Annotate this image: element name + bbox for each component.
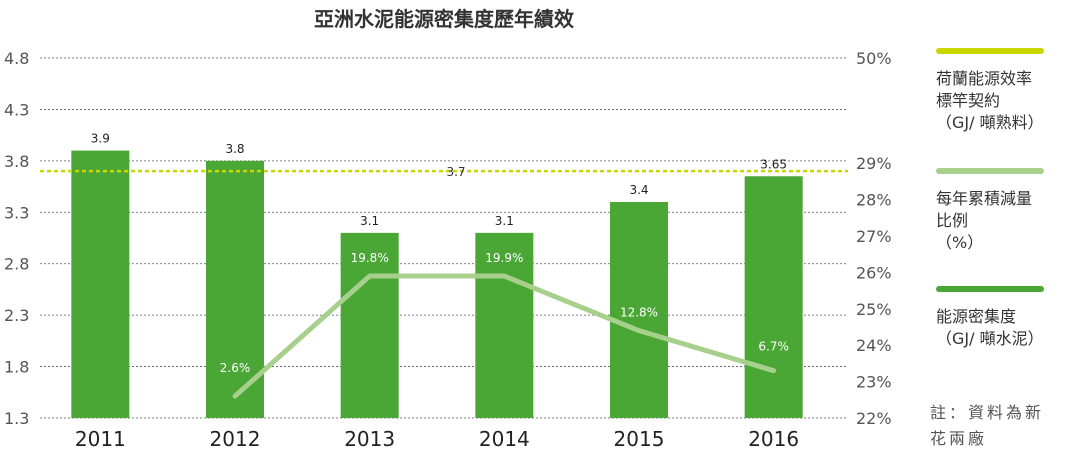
legend-label-intensity: 能源密集度 （GJ/ 噸水泥） bbox=[936, 306, 1086, 350]
x-tick-label: 2016 bbox=[748, 427, 799, 451]
right-tick-label: 50% bbox=[856, 49, 892, 68]
legend-swatch-intensity bbox=[936, 286, 1044, 292]
x-tick-label: 2012 bbox=[210, 427, 261, 451]
legend-line: （%） bbox=[936, 233, 984, 252]
legend-line: （GJ/ 噸熟料） bbox=[936, 113, 1044, 132]
bar bbox=[71, 150, 130, 419]
left-tick-label: 4.3 bbox=[4, 100, 29, 119]
bar bbox=[475, 232, 534, 418]
bar-value-label: 3.1 bbox=[360, 214, 379, 228]
bar bbox=[340, 232, 399, 418]
x-tick-label: 2014 bbox=[479, 427, 530, 451]
legend-line: 每年累積減量 bbox=[936, 189, 1033, 208]
left-tick-label: 1.8 bbox=[4, 358, 29, 377]
left-tick-label: 3.8 bbox=[4, 152, 29, 171]
line-value-label: 19.8% bbox=[351, 251, 389, 265]
legend-label-benchmark: 荷蘭能源效率 標竿契約 （GJ/ 噸熟料） bbox=[936, 68, 1086, 134]
bar bbox=[744, 176, 803, 418]
right-tick-label: 29% bbox=[856, 154, 892, 173]
line-value-label: 2.6% bbox=[220, 361, 251, 375]
line-value-label: 19.9% bbox=[485, 251, 523, 265]
legend-line: （GJ/ 噸水泥） bbox=[936, 329, 1044, 348]
note-line: 花兩廠 bbox=[930, 429, 988, 448]
reduction-line bbox=[232, 273, 777, 399]
left-tick-label: 2.8 bbox=[4, 255, 29, 274]
legend-item-reduction: 每年累積減量 比例 （%） bbox=[936, 168, 1086, 254]
legend-swatch-benchmark bbox=[936, 48, 1044, 54]
right-tick-label: 25% bbox=[856, 300, 892, 319]
legend-label-reduction: 每年累積減量 比例 （%） bbox=[936, 188, 1086, 254]
x-tick-label: 2013 bbox=[344, 427, 395, 451]
legend: 荷蘭能源效率 標竿契約 （GJ/ 噸熟料） 每年累積減量 比例 （%） 能源密集… bbox=[936, 0, 1086, 467]
right-tick-label: 24% bbox=[856, 336, 892, 355]
bar-value-label: 3.8 bbox=[225, 142, 244, 156]
right-tick-label: 26% bbox=[856, 263, 892, 282]
legend-line: 比例 bbox=[936, 211, 969, 230]
right-tick-label: 28% bbox=[856, 191, 892, 210]
legend-item-benchmark: 荷蘭能源效率 標竿契約 （GJ/ 噸熟料） bbox=[936, 48, 1086, 134]
legend-line: 能源密集度 bbox=[936, 307, 1017, 326]
source-note: 註：資料為新 花兩廠 bbox=[930, 400, 1080, 452]
bar bbox=[206, 160, 264, 418]
chart-title: 亞洲水泥能源密集度歷年績效 bbox=[314, 7, 574, 31]
left-tick-label: 3.3 bbox=[4, 203, 29, 222]
bar-value-label: 3.65 bbox=[760, 157, 787, 171]
bar bbox=[610, 202, 668, 418]
benchmark-label: 3.7 bbox=[446, 165, 465, 179]
bar-value-label: 3.1 bbox=[495, 214, 514, 228]
bar-value-label: 3.4 bbox=[629, 183, 648, 197]
bar-value-label: 3.9 bbox=[91, 132, 110, 146]
left-tick-label: 4.8 bbox=[4, 49, 29, 68]
right-tick-label: 23% bbox=[856, 373, 892, 392]
right-tick-label: 27% bbox=[856, 227, 892, 246]
line-value-label: 6.7% bbox=[758, 340, 789, 354]
line-value-label: 12.8% bbox=[620, 306, 658, 320]
note-line: 註：資料為新 bbox=[930, 403, 1045, 422]
legend-item-intensity: 能源密集度 （GJ/ 噸水泥） bbox=[936, 286, 1086, 350]
left-tick-label: 2.3 bbox=[4, 306, 29, 325]
legend-swatch-reduction bbox=[936, 168, 1044, 174]
left-tick-label: 1.3 bbox=[4, 409, 29, 428]
x-tick-label: 2011 bbox=[75, 427, 126, 451]
right-tick-label: 22% bbox=[856, 409, 892, 428]
legend-line: 荷蘭能源效率 bbox=[936, 69, 1033, 88]
x-tick-label: 2015 bbox=[614, 427, 665, 451]
legend-line: 標竿契約 bbox=[936, 91, 1001, 110]
